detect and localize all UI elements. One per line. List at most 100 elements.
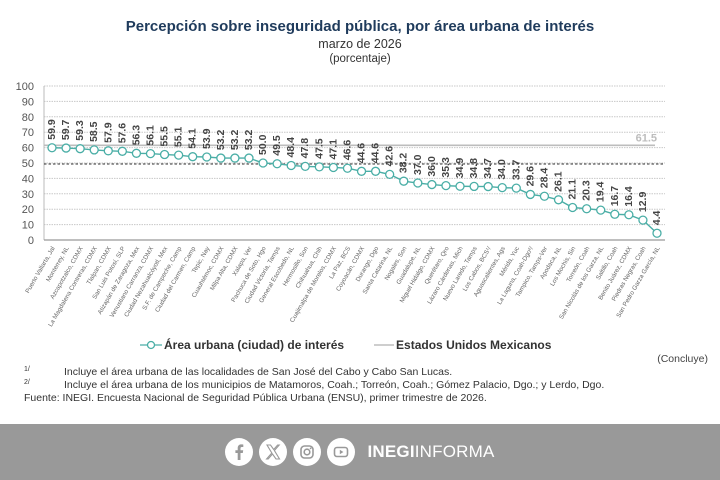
data-label: 12.9 xyxy=(637,192,649,213)
brand-bold: INEGI xyxy=(367,442,415,461)
y-tick-label: 50 xyxy=(22,158,34,170)
data-point xyxy=(272,159,282,169)
data-point xyxy=(47,143,57,153)
data-label: 46.6 xyxy=(341,140,353,161)
data-point xyxy=(202,152,212,162)
data-label: 19.4 xyxy=(595,182,607,203)
data-point xyxy=(455,181,465,191)
data-point xyxy=(638,215,648,225)
data-point xyxy=(624,210,634,220)
data-point xyxy=(469,181,479,192)
data-point xyxy=(258,158,268,168)
data-point xyxy=(328,162,339,173)
y-tick-label: 10 xyxy=(22,220,34,232)
data-label: 59.7 xyxy=(60,119,72,140)
data-label: 21.1 xyxy=(567,179,579,200)
data-label: 34.0 xyxy=(496,159,508,180)
data-label: 34.8 xyxy=(468,158,480,179)
data-label: 49.5 xyxy=(271,135,283,156)
data-point xyxy=(582,204,592,214)
data-point xyxy=(188,152,198,162)
data-point xyxy=(117,146,127,156)
data-point xyxy=(370,166,381,176)
data-label: 57.6 xyxy=(116,123,128,144)
data-label: 53.2 xyxy=(215,129,227,150)
data-point xyxy=(652,228,662,238)
data-label: 16.7 xyxy=(609,186,621,207)
data-point xyxy=(539,191,550,201)
data-label: 20.3 xyxy=(581,180,593,201)
footnote-1-marker: 1/ xyxy=(24,366,30,373)
inegi-informa-logo: INEGIINFORMA xyxy=(367,442,494,462)
data-label: 36.0 xyxy=(426,156,438,177)
facebook-icon[interactable] xyxy=(225,438,254,466)
data-point xyxy=(483,181,493,192)
data-label: 42.6 xyxy=(384,146,396,167)
legend-item-eum: Estados Unidos Mexicanos xyxy=(372,338,551,352)
data-label: 37.0 xyxy=(412,154,424,175)
legend-label-area-urbana: Área urbana (ciudad) de interés xyxy=(164,338,345,352)
y-tick-label: 70 xyxy=(22,127,34,139)
data-point xyxy=(610,209,620,219)
data-label: 59.9 xyxy=(46,119,58,140)
footnote-1-text: Incluye el área urbana de las localidade… xyxy=(64,366,453,378)
data-label: 47.5 xyxy=(313,138,325,159)
data-label: 34.9 xyxy=(454,158,466,179)
y-tick-label: 100 xyxy=(16,81,34,93)
data-point xyxy=(75,144,85,154)
legend-marker-line-icon xyxy=(374,344,395,346)
data-point xyxy=(399,176,409,186)
y-tick-label: 20 xyxy=(22,204,34,216)
data-label: 28.4 xyxy=(538,168,550,189)
data-label: 54.1 xyxy=(187,128,199,149)
legend-label-eum: Estados Unidos Mexicanos xyxy=(396,338,552,352)
chart-title: Percepción sobre inseguridad pública, po… xyxy=(125,18,595,35)
national-reference-label: 61.5 xyxy=(636,132,657,144)
data-label: 29.6 xyxy=(524,166,536,187)
data-point xyxy=(159,149,170,160)
data-label: 33.7 xyxy=(510,160,522,181)
data-label: 55.1 xyxy=(173,127,185,148)
data-point xyxy=(300,161,310,172)
chart-subtitle: marzo de 2026 xyxy=(318,37,402,51)
data-label: 38.2 xyxy=(398,153,410,174)
data-point xyxy=(244,153,254,163)
data-label: 16.4 xyxy=(623,186,635,207)
youtube-icon[interactable] xyxy=(327,438,356,466)
chart-unit: (porcentaje) xyxy=(329,53,391,65)
data-label: 59.3 xyxy=(74,120,86,141)
data-label: 56.3 xyxy=(130,125,142,146)
data-label: 47.8 xyxy=(299,138,311,159)
data-point xyxy=(230,153,240,163)
data-point xyxy=(553,195,564,205)
data-point xyxy=(413,178,423,188)
x-icon[interactable] xyxy=(259,438,288,466)
data-point xyxy=(427,179,437,190)
footnote-2-text: Incluye el área urbana de los municipios… xyxy=(64,379,605,391)
data-label: 44.6 xyxy=(356,143,368,164)
data-point xyxy=(385,169,395,180)
footnote-2-marker: 2/ xyxy=(24,379,30,386)
footer-bar: INEGIINFORMA xyxy=(0,424,720,480)
data-point xyxy=(596,205,606,215)
chart-legend: Área urbana (ciudad) de interés Estados … xyxy=(140,338,551,352)
y-tick-label: 80 xyxy=(22,112,34,124)
data-point xyxy=(441,180,451,191)
data-point xyxy=(131,148,142,158)
data-point xyxy=(342,163,353,173)
data-label: 53.2 xyxy=(243,129,255,150)
footnote-2: 2/Incluye el área urbana de los municipi… xyxy=(24,379,604,391)
data-point xyxy=(145,148,156,159)
data-point xyxy=(497,182,507,193)
data-point xyxy=(567,202,578,213)
data-point xyxy=(286,160,296,171)
source-note: Fuente: INEGI. Encuesta Nacional de Segu… xyxy=(24,392,487,404)
instagram-icon[interactable] xyxy=(293,438,322,466)
y-tick-label: 60 xyxy=(22,143,34,155)
data-label: 55.5 xyxy=(159,126,171,147)
data-label: 56.1 xyxy=(144,125,156,146)
data-label: 4.4 xyxy=(651,210,663,225)
data-label: 57.9 xyxy=(102,122,114,143)
data-label: 50.0 xyxy=(257,134,269,155)
